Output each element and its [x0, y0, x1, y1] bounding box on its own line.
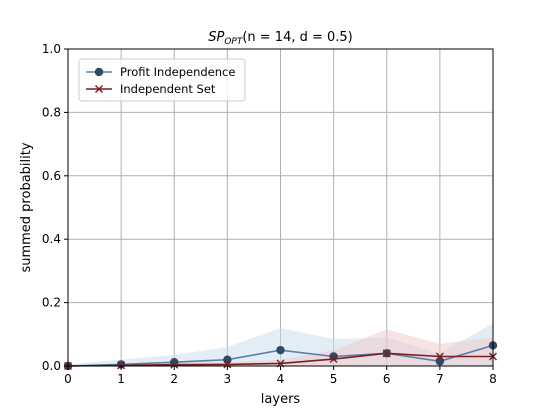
axis-ticks: 0 1 2 3 4 5 6 7 8 0.0 0.2 0.4 0.6 0.8 1.0 — [42, 42, 497, 386]
data-point — [382, 349, 391, 358]
data-point — [223, 355, 232, 364]
y-tick-label: 0.0 — [42, 359, 61, 373]
x-tick-label: 6 — [383, 372, 391, 386]
data-point — [170, 357, 179, 367]
x-marker-stroke — [329, 355, 338, 364]
data-point — [170, 360, 179, 369]
data-point — [329, 355, 338, 364]
x-tick-label: 5 — [330, 372, 338, 386]
y-axis-label: summed probability — [19, 142, 34, 272]
x-marker-stroke — [435, 352, 444, 361]
series-markers — [63, 341, 498, 371]
y-tick-label: 0.8 — [42, 105, 61, 119]
x-marker-stroke — [223, 360, 232, 369]
y-tick-label: 0.6 — [42, 169, 61, 183]
legend-marker — [94, 67, 104, 77]
x-marker-stroke — [382, 349, 391, 358]
x-tick-label: 1 — [117, 372, 125, 386]
data-point — [223, 360, 232, 369]
chart-title: SPOPT(n = 14, d = 0.5) — [208, 30, 353, 47]
legend-label: Profit Independence — [120, 65, 235, 79]
data-point — [276, 345, 285, 355]
legend-box — [78, 58, 246, 102]
x-marker-stroke — [170, 360, 179, 369]
legend-label: Independent Set — [120, 82, 216, 96]
x-tick-label: 2 — [170, 372, 178, 386]
chart-title-rest: (n = 14, d = 0.5) — [242, 30, 352, 45]
data-point — [329, 352, 338, 361]
x-tick-label: 7 — [436, 372, 444, 386]
grid — [67, 48, 494, 367]
chart-title-main: SP — [208, 30, 224, 45]
x-tick-label: 4 — [277, 372, 285, 386]
y-tick-label: 0.2 — [42, 296, 61, 310]
x-tick-label: 8 — [489, 372, 497, 386]
y-tick-label: 1.0 — [42, 42, 61, 56]
x-tick-label: 0 — [64, 372, 72, 386]
data-point — [435, 352, 444, 361]
legend-entry: Profit Independence — [86, 65, 235, 79]
data-point — [117, 361, 126, 370]
legend: Profit Independence Independent Set — [78, 58, 246, 102]
x-axis-label: layers — [261, 392, 301, 407]
x-marker-stroke — [117, 361, 126, 370]
chart-title-subscript: OPT — [224, 37, 244, 47]
x-tick-label: 3 — [224, 372, 232, 386]
legend-entry: Independent Set — [86, 82, 216, 96]
data-point — [435, 357, 445, 366]
legend-marker — [95, 85, 103, 93]
y-tick-label: 0.4 — [42, 232, 61, 246]
